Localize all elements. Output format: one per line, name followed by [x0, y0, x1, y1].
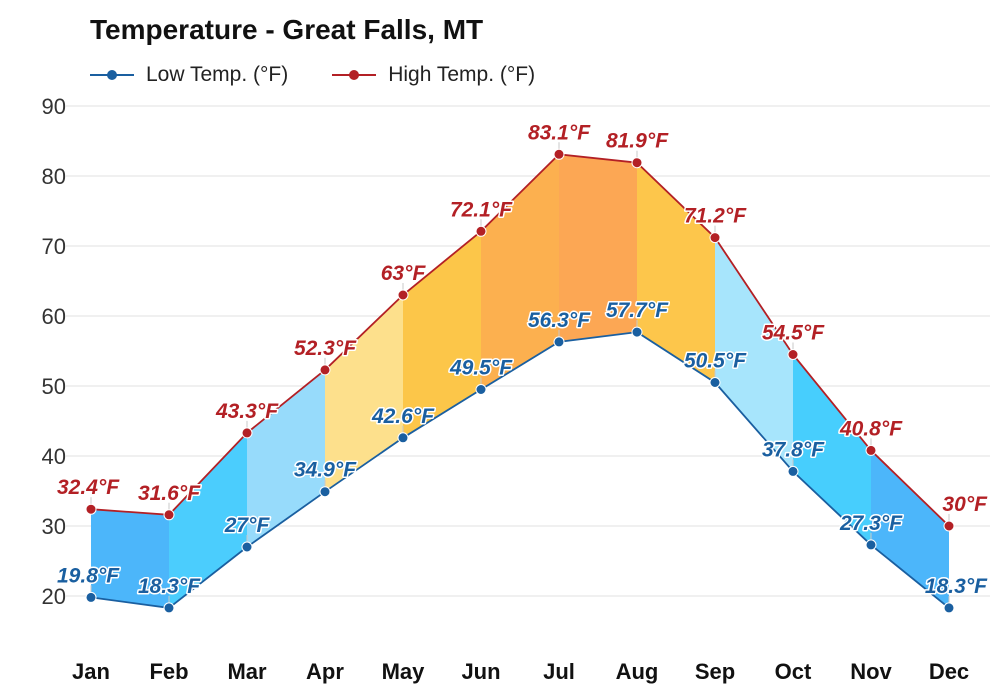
y-tick-label: 70: [42, 234, 66, 259]
low-temp-point: [787, 465, 799, 477]
high-temp-data-label: 72.1°F: [450, 198, 513, 221]
high-temp-point: [553, 148, 565, 160]
x-tick-label-apr: Apr: [306, 659, 344, 684]
band-jun: [481, 154, 559, 390]
low-temp-point: [865, 539, 877, 551]
band-jul: [559, 154, 637, 342]
low-temp-line: [90, 331, 950, 609]
x-tick-label-jan: Jan: [72, 659, 110, 684]
x-tick-label-aug: Aug: [616, 659, 659, 684]
low-temp-point: [709, 377, 721, 388]
legend-high-label: High Temp. (°F): [388, 63, 536, 86]
y-tick-label: 20: [42, 584, 66, 609]
high-temp-data-label: 40.8°F: [839, 417, 903, 440]
y-tick-label: 40: [42, 444, 66, 469]
low-temp-point: [397, 432, 409, 444]
high-temp-data-label: 54.5°F: [762, 322, 825, 345]
low-temp-data-label: 27.3°F: [839, 512, 903, 535]
low-temp-point: [85, 591, 97, 603]
band-sep: [715, 237, 793, 472]
low-temp-data-label: 37.8°F: [762, 438, 825, 461]
x-tick-label-feb: Feb: [149, 659, 188, 684]
high-temp-point: [85, 503, 97, 515]
low-temp-point: [631, 326, 643, 338]
high-temp-point: [865, 444, 877, 456]
x-tick-label-mar: Mar: [227, 659, 267, 684]
y-tick-label: 90: [42, 94, 66, 119]
band-aug: [637, 162, 715, 383]
y-tick-label: 30: [42, 514, 66, 539]
high-temp-point: [397, 289, 409, 301]
y-tick-label: 80: [42, 164, 66, 189]
y-tick-label: 60: [42, 304, 66, 329]
band-oct: [793, 354, 871, 545]
high-temp-data-label: 71.2°F: [684, 205, 747, 228]
band-mar: [247, 369, 325, 547]
band-feb: [169, 432, 247, 608]
x-tick-label-jul: Jul: [543, 659, 575, 684]
x-tick-label-may: May: [382, 659, 426, 684]
high-temp-point: [475, 225, 487, 237]
band-nov: [871, 450, 949, 608]
low-temp-data-label: 57.7°F: [606, 299, 669, 322]
high-temp-point: [709, 232, 721, 244]
high-temp-point: [319, 364, 331, 376]
band-apr: [325, 295, 403, 492]
high-temp-data-label: 63°F: [381, 262, 427, 285]
legend-item-high[interactable]: High Temp. (°F): [332, 63, 535, 87]
low-temp-data-label: 19.8°F: [57, 564, 120, 587]
low-temp-point: [241, 541, 253, 553]
legend-item-low[interactable]: Low Temp. (°F): [90, 63, 288, 87]
band-may: [403, 231, 481, 438]
low-temp-data-label: 18.3°F: [138, 575, 201, 598]
low-temp-data-label: 42.6°F: [371, 405, 435, 428]
legend: Low Temp. (°F) High Temp. (°F): [90, 60, 579, 90]
high-temp-point: [631, 157, 643, 169]
high-temp-data-label: 52.3°F: [294, 337, 357, 360]
high-temp-data-label: 31.6°F: [138, 482, 201, 505]
x-tick-label-nov: Nov: [850, 659, 892, 684]
high-temp-point: [943, 520, 955, 532]
high-temp-data-label: 83.1°F: [528, 121, 591, 144]
high-temp-point: [787, 349, 799, 360]
x-tick-label-jun: Jun: [461, 659, 500, 684]
high-temp-point: [241, 427, 253, 439]
high-temp-data-label: 30°F: [942, 493, 988, 516]
high-temp-data-label: 81.9°F: [606, 130, 669, 153]
legend-low-label: Low Temp. (°F): [146, 63, 289, 86]
high-temp-line: [90, 153, 950, 527]
legend-low-swatch: [90, 65, 134, 85]
x-tick-label-dec: Dec: [929, 659, 969, 684]
band-jan: [91, 509, 169, 608]
low-temp-data-label: 34.9°F: [294, 459, 357, 482]
low-temp-point: [553, 336, 565, 348]
low-temp-data-label: 56.3°F: [528, 309, 591, 332]
chart-title: Temperature - Great Falls, MT: [90, 14, 484, 45]
high-temp-point: [163, 509, 175, 521]
low-temp-point: [319, 486, 331, 498]
low-temp-data-label: 27°F: [224, 514, 271, 537]
y-tick-label: 50: [42, 374, 66, 399]
low-temp-data-label: 50.5°F: [684, 350, 747, 373]
low-temp-point: [163, 602, 175, 614]
high-temp-data-label: 32.4°F: [57, 476, 120, 499]
low-temp-data-label: 49.5°F: [449, 357, 513, 380]
high-temp-data-label: 43.3°F: [215, 400, 279, 423]
low-temp-point: [475, 384, 487, 395]
low-temp-point: [943, 602, 955, 614]
x-tick-label-oct: Oct: [775, 659, 812, 684]
low-temp-data-label: 18.3°F: [925, 575, 988, 598]
x-tick-label-sep: Sep: [695, 659, 735, 684]
legend-high-swatch: [332, 65, 377, 85]
